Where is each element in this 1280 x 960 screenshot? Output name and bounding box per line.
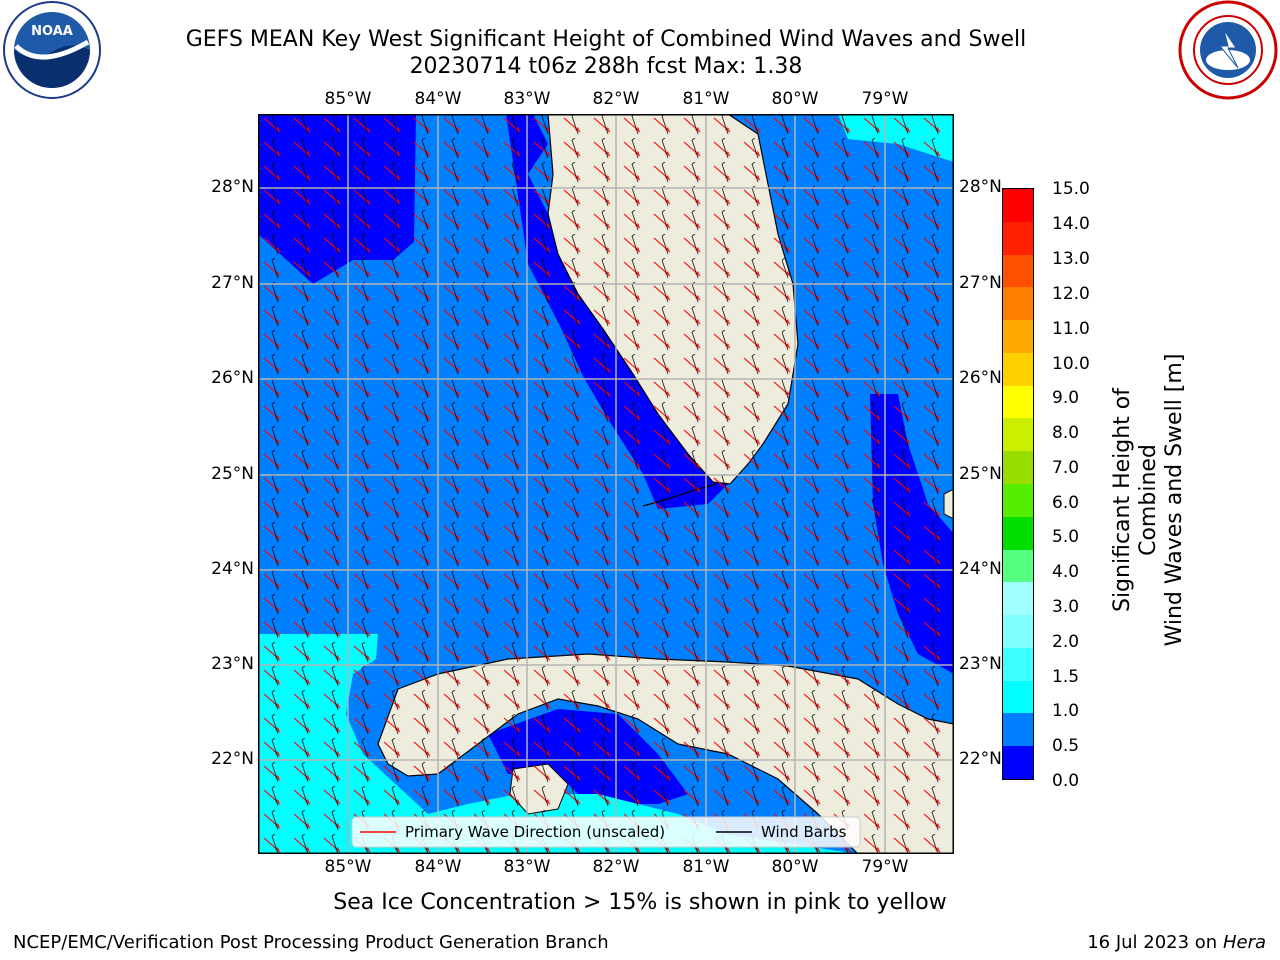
wave-height-map: Primary Wave Direction (unscaled) Wind B… bbox=[258, 114, 954, 854]
colorbar-tick: 13.0 bbox=[1052, 249, 1090, 269]
noaa-logo-text: NOAA bbox=[31, 24, 73, 39]
colorbar-tick: 8.0 bbox=[1052, 423, 1080, 443]
map-legend: Primary Wave Direction (unscaled) Wind B… bbox=[351, 816, 861, 848]
lon-label-bottom: 79°W bbox=[861, 857, 909, 877]
colorbar-tick: 2.0 bbox=[1052, 632, 1080, 652]
lon-label-top: 84°W bbox=[414, 89, 462, 109]
legend-barb-label: Wind Barbs bbox=[761, 823, 847, 841]
lat-label-right: 27°N bbox=[959, 273, 1002, 293]
colorbar-tick: 7.0 bbox=[1052, 458, 1080, 478]
colorbar-tick: 0.0 bbox=[1052, 771, 1080, 791]
colorbar-segment bbox=[1003, 746, 1033, 779]
colorbar-tick: 6.0 bbox=[1052, 493, 1080, 513]
lat-label-right: 22°N bbox=[959, 749, 1002, 769]
colorbar-tick: 0.5 bbox=[1052, 736, 1080, 756]
lon-label-bottom: 80°W bbox=[771, 857, 819, 877]
lon-label-bottom: 82°W bbox=[592, 857, 640, 877]
colorbar-label: Significant Height of Combined Wind Wave… bbox=[1110, 330, 1187, 670]
lat-label-left: 25°N bbox=[211, 464, 254, 484]
map-panel: Primary Wave Direction (unscaled) Wind B… bbox=[258, 114, 954, 854]
colorbar-tick: 10.0 bbox=[1052, 354, 1090, 374]
colorbar-segment bbox=[1003, 549, 1033, 583]
map-title: GEFS MEAN Key West Significant Height of… bbox=[185, 27, 1027, 52]
lat-label-left: 28°N bbox=[211, 177, 254, 197]
footer-date-text: 16 Jul 2023 on bbox=[1087, 932, 1223, 953]
noaa-logo: NOAA bbox=[0, 0, 104, 104]
map-subtitle: 20230714 t06z 288h fcst Max: 1.38 bbox=[409, 54, 803, 79]
colorbar-label-line1: Significant Height of Combined bbox=[1110, 387, 1161, 613]
colorbar-tick: 14.0 bbox=[1052, 214, 1090, 234]
lat-label-left: 27°N bbox=[211, 273, 254, 293]
footer-credit: NCEP/EMC/Verification Post Processing Pr… bbox=[13, 932, 609, 953]
lat-label-left: 23°N bbox=[211, 654, 254, 674]
colorbar-segment bbox=[1003, 516, 1033, 550]
legend-wave-label: Primary Wave Direction (unscaled) bbox=[405, 823, 665, 841]
footer-host: Hera bbox=[1222, 932, 1266, 953]
wave-direction-arrows bbox=[258, 114, 954, 854]
lon-label-top: 81°W bbox=[682, 89, 730, 109]
colorbar-segment bbox=[1003, 221, 1033, 255]
colorbar-segment bbox=[1003, 385, 1033, 419]
colorbar-segment bbox=[1003, 582, 1033, 616]
lat-label-right: 26°N bbox=[959, 368, 1002, 388]
footer-date: 16 Jul 2023 on Hera bbox=[1087, 932, 1266, 953]
colorbar-tick: 1.5 bbox=[1052, 667, 1080, 687]
colorbar-segment bbox=[1003, 615, 1033, 648]
lat-label-right: 28°N bbox=[959, 177, 1002, 197]
lat-label-left: 24°N bbox=[211, 559, 254, 579]
colorbar-tick: 3.0 bbox=[1052, 597, 1080, 617]
colorbar-segment bbox=[1003, 287, 1033, 321]
colorbar-tick: 5.0 bbox=[1052, 527, 1080, 547]
colorbar-tick: 15.0 bbox=[1052, 179, 1090, 199]
lat-label-left: 22°N bbox=[211, 749, 254, 769]
lon-label-bottom: 83°W bbox=[503, 857, 551, 877]
nws-logo bbox=[1176, 0, 1280, 104]
colorbar-segment bbox=[1003, 352, 1033, 386]
lon-label-top: 80°W bbox=[771, 89, 819, 109]
lat-label-right: 25°N bbox=[959, 464, 1002, 484]
lon-label-bottom: 84°W bbox=[414, 857, 462, 877]
lon-label-top: 85°W bbox=[324, 89, 372, 109]
colorbar-segment bbox=[1003, 188, 1033, 222]
colorbar-segment bbox=[1003, 713, 1033, 747]
colorbar-segment bbox=[1003, 418, 1033, 452]
colorbar bbox=[1002, 188, 1034, 780]
colorbar-segment bbox=[1003, 647, 1033, 681]
lon-label-top: 82°W bbox=[592, 89, 640, 109]
colorbar-tick: 4.0 bbox=[1052, 562, 1080, 582]
colorbar-segment bbox=[1003, 451, 1033, 484]
colorbar-tick: 11.0 bbox=[1052, 319, 1090, 339]
colorbar-segment bbox=[1003, 254, 1033, 288]
lat-label-right: 23°N bbox=[959, 654, 1002, 674]
lon-label-top: 83°W bbox=[503, 89, 551, 109]
colorbar-tick: 1.0 bbox=[1052, 701, 1080, 721]
lon-label-bottom: 81°W bbox=[682, 857, 730, 877]
colorbar-segment bbox=[1003, 680, 1033, 714]
colorbar-segment bbox=[1003, 320, 1033, 353]
colorbar-tick: 12.0 bbox=[1052, 284, 1090, 304]
lon-label-bottom: 85°W bbox=[324, 857, 372, 877]
lat-label-right: 24°N bbox=[959, 559, 1002, 579]
lon-label-top: 79°W bbox=[861, 89, 909, 109]
map-frame bbox=[258, 114, 954, 854]
sea-ice-note: Sea Ice Concentration > 15% is shown in … bbox=[333, 890, 947, 915]
graticule bbox=[258, 114, 954, 854]
lat-label-left: 26°N bbox=[211, 368, 254, 388]
colorbar-label-line2: Wind Waves and Swell [m] bbox=[1162, 353, 1187, 647]
colorbar-tick: 9.0 bbox=[1052, 388, 1080, 408]
colorbar-segment bbox=[1003, 483, 1033, 517]
